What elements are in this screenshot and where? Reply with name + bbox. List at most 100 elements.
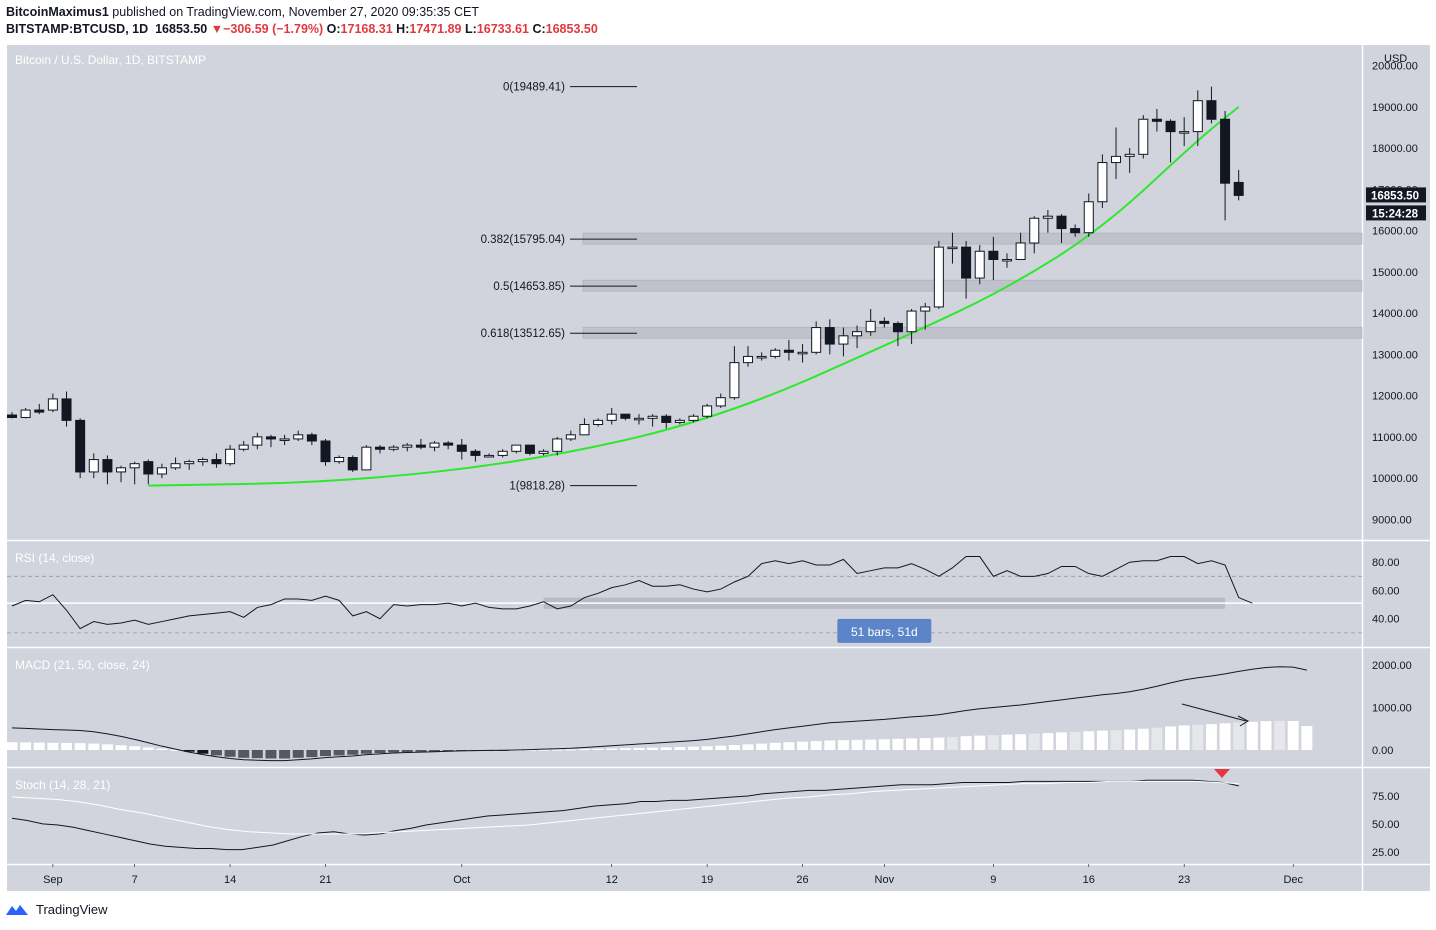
stoch-axis-tick: 50.00 xyxy=(1372,819,1400,831)
macd-histogram-bar xyxy=(592,748,604,750)
candle-body xyxy=(811,327,822,353)
candle-body xyxy=(456,444,467,452)
macd-histogram-bar xyxy=(224,750,236,757)
candle-body xyxy=(729,362,740,399)
macd-histogram-bar xyxy=(810,741,822,750)
stoch-k-line xyxy=(11,779,1239,851)
macd-histogram-bar xyxy=(333,750,345,756)
high-label: H: xyxy=(396,22,410,36)
macd-histogram-bar xyxy=(1001,734,1013,750)
open-value: 17168.31 xyxy=(340,22,393,36)
stoch-pane-title: Stoch (14, 28, 21) xyxy=(15,778,110,792)
candle-body xyxy=(1097,162,1108,203)
macd-axis-tick: 1000.00 xyxy=(1372,703,1412,715)
macd-histogram-bar xyxy=(1124,729,1136,750)
candle-body xyxy=(415,444,426,448)
time-axis-tick: 19 xyxy=(701,874,713,886)
macd-histogram-bar xyxy=(797,741,809,750)
macd-histogram-bar xyxy=(74,743,86,750)
candle-body xyxy=(838,335,849,345)
candle-body xyxy=(633,417,644,421)
author-name[interactable]: BitcoinMaximus1 xyxy=(6,5,109,19)
macd-histogram-bar xyxy=(1301,726,1313,750)
stoch-axis-tick: 25.00 xyxy=(1372,847,1400,859)
candle-body xyxy=(429,442,440,448)
close-value: 16853.50 xyxy=(545,22,598,36)
candle-body xyxy=(920,306,931,312)
candle-body xyxy=(552,438,563,452)
macd-histogram-bar xyxy=(769,742,781,750)
candle-body xyxy=(156,467,167,475)
candle-body xyxy=(961,246,972,279)
price-axis-tick: 19000.00 xyxy=(1372,102,1418,114)
time-axis-tick: 26 xyxy=(796,874,808,886)
candle-body xyxy=(88,459,99,473)
macd-histogram-bar xyxy=(1165,726,1177,750)
macd-histogram-bar xyxy=(633,747,645,750)
macd-pane-title: MACD (21, 50, close, 24) xyxy=(15,658,150,672)
candle-body xyxy=(988,250,999,260)
candle-body xyxy=(238,444,249,450)
price-label: 16853.50 xyxy=(155,22,208,36)
candle-body xyxy=(1070,228,1081,234)
low-label: L: xyxy=(465,22,477,36)
candle-body xyxy=(620,413,631,419)
macd-histogram-bar xyxy=(265,750,277,759)
macd-histogram-bar xyxy=(1219,723,1231,750)
high-value: 17471.89 xyxy=(409,22,462,36)
candle-body xyxy=(143,461,154,475)
macd-histogram-bar xyxy=(701,746,713,750)
parabolic-curve xyxy=(148,105,1240,487)
macd-histogram-bar xyxy=(906,738,918,750)
candle-body xyxy=(879,320,890,324)
countdown-badge xyxy=(1366,205,1426,221)
candle-body xyxy=(47,398,58,411)
rsi-pane-title: RSI (14, close) xyxy=(15,551,94,565)
stoch-axis-tick: 75.00 xyxy=(1372,791,1400,803)
macd-histogram-bar xyxy=(538,749,550,751)
fib-level-label: 0.5(14653.85) xyxy=(493,281,565,293)
symbol-label: BITSTAMP:BTCUSD, 1D xyxy=(6,22,149,36)
candle-body xyxy=(34,409,45,413)
candle-body xyxy=(20,409,31,418)
price-axis-tick: 15000.00 xyxy=(1372,267,1418,279)
macd-histogram-bar xyxy=(401,750,413,753)
time-axis-tick: 14 xyxy=(224,874,236,886)
candle-body xyxy=(484,454,495,458)
candle-body xyxy=(497,450,508,456)
candle-body xyxy=(306,434,317,442)
macd-histogram-bar xyxy=(674,747,686,750)
macd-histogram-bar xyxy=(1096,730,1108,750)
macd-histogram-bar xyxy=(210,750,222,756)
fib-level-label: 0.382(15795.04) xyxy=(481,234,566,246)
macd-histogram-bar xyxy=(1246,721,1258,750)
candle-body xyxy=(1165,120,1176,133)
candle-body xyxy=(702,405,713,417)
macd-histogram-bar xyxy=(1028,733,1040,750)
time-axis-tick: Nov xyxy=(875,874,895,886)
price-axis-tick: 18000.00 xyxy=(1372,143,1418,155)
macd-histogram-bar xyxy=(429,750,441,752)
macd-histogram-bar xyxy=(1042,733,1054,750)
candle-body xyxy=(265,436,276,440)
price-pane-title: Bitcoin / U.S. Dollar, 1D, BITSTAMP xyxy=(15,53,206,67)
candle-body xyxy=(538,450,549,454)
macd-histogram-bar xyxy=(306,750,318,758)
candle-body xyxy=(661,415,672,423)
macd-histogram-bar xyxy=(756,743,768,750)
macd-axis-tick: 2000.00 xyxy=(1372,660,1412,672)
price-axis-tick: 9000.00 xyxy=(1372,514,1412,526)
macd-histogram-bar xyxy=(578,749,590,751)
candle-body xyxy=(361,446,372,471)
candle-body xyxy=(470,450,481,456)
candle-body xyxy=(892,322,903,333)
macd-histogram-bar xyxy=(1178,725,1190,750)
brand-name[interactable]: TradingView xyxy=(36,902,108,917)
last-price-label: 16853.50 xyxy=(1371,190,1419,202)
low-value: 16733.61 xyxy=(476,22,529,36)
macd-histogram-bar xyxy=(292,750,304,758)
macd-histogram-bar xyxy=(142,747,154,750)
rsi-axis-tick: 60.00 xyxy=(1372,585,1400,597)
candle-body xyxy=(947,246,958,250)
